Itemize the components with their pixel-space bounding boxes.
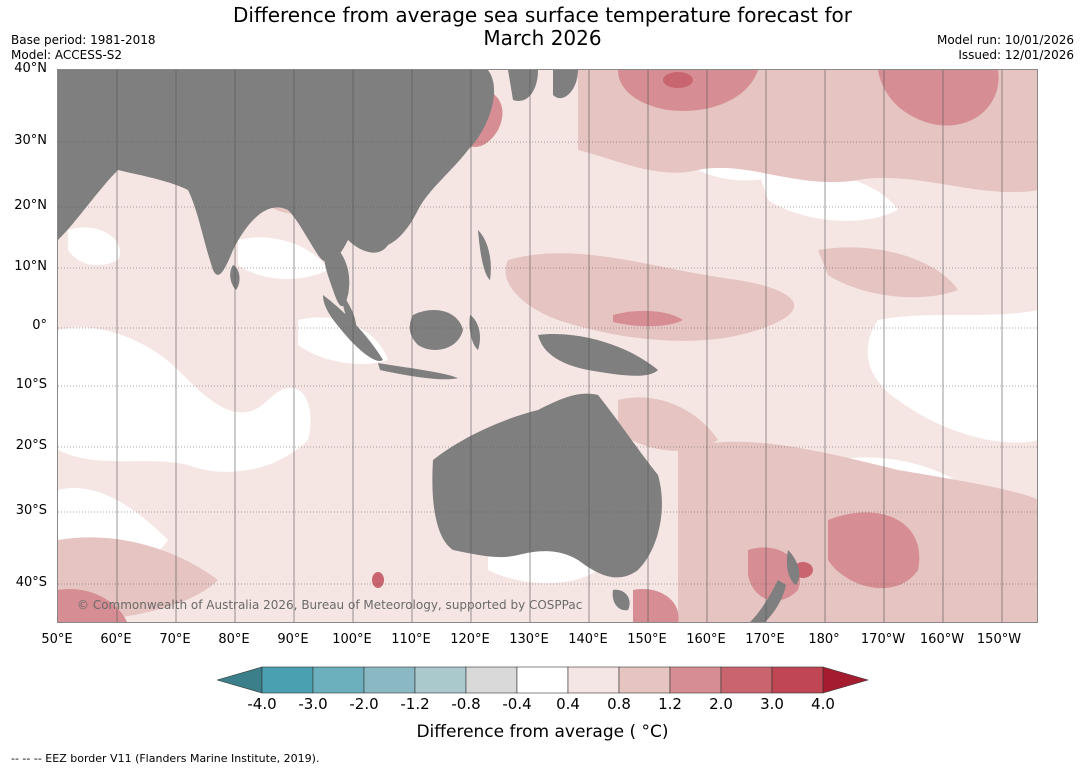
colorbar-extend-high bbox=[822, 666, 869, 694]
colorbar-tick-label: -2.0 bbox=[349, 695, 379, 713]
metadata-right: Model run: 10/01/2026 Issued: 12/01/2026 bbox=[937, 33, 1074, 63]
colorbar-segment bbox=[363, 666, 416, 694]
base-period: Base period: 1981-2018 bbox=[11, 33, 156, 47]
sulawesi bbox=[469, 315, 481, 350]
indochina-peninsula bbox=[324, 240, 350, 307]
colorbar-segment bbox=[261, 666, 314, 694]
colorbar-tick-label: -0.8 bbox=[451, 695, 481, 713]
lon-label-150w: 150°W bbox=[976, 632, 1022, 647]
model-run: Model run: 10/01/2026 bbox=[936, 33, 1074, 47]
colorbar-tick-label: 0.8 bbox=[607, 695, 631, 713]
lat-label-20n: 20°N bbox=[14, 198, 47, 213]
lat-label-40n: 40°N bbox=[14, 61, 47, 76]
gridlines bbox=[58, 70, 1037, 622]
lon-label-170w: 170°W bbox=[860, 632, 906, 647]
lon-label-90e: 90°E bbox=[277, 632, 309, 647]
colorbar-tick-label: 4.0 bbox=[811, 695, 835, 713]
colorbar-segment bbox=[465, 666, 518, 694]
warm-spot-south-indian bbox=[372, 572, 384, 588]
issued-date: Issued: 12/01/2026 bbox=[958, 48, 1074, 62]
neutral-region-west-indian bbox=[58, 327, 311, 472]
colorbar-segment bbox=[516, 666, 569, 694]
colorbar-segment bbox=[720, 666, 773, 694]
chart-title: Difference from average sea surface temp… bbox=[0, 4, 1085, 50]
colorbar-segment bbox=[414, 666, 467, 694]
lat-label-20s: 20°S bbox=[15, 438, 47, 453]
lon-label-160w: 160°W bbox=[919, 632, 965, 647]
colorbar-tick-label: -0.4 bbox=[502, 695, 532, 713]
warm-region-central-pacific bbox=[818, 247, 958, 298]
new-zealand-south bbox=[750, 580, 786, 622]
neutral-region-northeast-pacific bbox=[758, 169, 898, 221]
colorbar-tick-label: -4.0 bbox=[247, 695, 277, 713]
neutral-region-arabian bbox=[68, 227, 120, 266]
sst-anomaly-map bbox=[57, 69, 1038, 623]
lon-label-100e: 100°E bbox=[332, 632, 372, 647]
colorbar-segment bbox=[618, 666, 671, 694]
warm-region-south-of-australia bbox=[633, 589, 679, 622]
lon-label-140e: 140°E bbox=[568, 632, 608, 647]
colorbar-tick-label: -1.2 bbox=[400, 695, 430, 713]
colorbar-tick-label: 2.0 bbox=[709, 695, 733, 713]
title-line-2: March 2026 bbox=[483, 26, 602, 50]
colorbar-tick-label: -3.0 bbox=[298, 695, 328, 713]
neutral-region-east-pacific bbox=[867, 310, 1037, 443]
lon-label-110e: 110°E bbox=[391, 632, 431, 647]
model-name: Model: ACCESS-S2 bbox=[11, 48, 123, 62]
lat-label-10n: 10°N bbox=[14, 259, 47, 274]
copyright-notice: © Commonwealth of Australia 2026, Bureau… bbox=[77, 598, 583, 612]
colorbar-segment bbox=[312, 666, 365, 694]
lon-label-80e: 80°E bbox=[218, 632, 250, 647]
lon-label-70e: 70°E bbox=[159, 632, 191, 647]
warm-region-south-central-pacific bbox=[828, 512, 920, 589]
neutral-region-central-indian bbox=[238, 237, 328, 280]
philippines bbox=[478, 230, 491, 280]
eez-border-note: -- -- -- EEZ border V11 (Flanders Marine… bbox=[11, 752, 320, 765]
colorbar-tick-label: 3.0 bbox=[760, 695, 784, 713]
lon-label-160e: 160°E bbox=[686, 632, 726, 647]
lon-label-130e: 130°E bbox=[509, 632, 549, 647]
lon-label-170e: 170°E bbox=[745, 632, 785, 647]
warm-region-equatorial-pacific bbox=[505, 253, 795, 341]
new-guinea bbox=[538, 334, 658, 376]
colorbar-extend-low bbox=[217, 666, 263, 694]
lat-label-0: 0° bbox=[32, 318, 47, 333]
warm-region-southwest-indian bbox=[58, 589, 127, 622]
warm-spot-nw-pacific bbox=[663, 72, 693, 88]
lon-label-60e: 60°E bbox=[100, 632, 132, 647]
colorbar-segment bbox=[669, 666, 722, 694]
lat-label-40s: 40°S bbox=[15, 575, 47, 590]
warm-region-ne-pacific bbox=[878, 70, 999, 126]
metadata-left: Base period: 1981-2018 Model: ACCESS-S2 bbox=[11, 33, 156, 63]
colorbar bbox=[217, 666, 869, 694]
java bbox=[378, 363, 458, 380]
borneo bbox=[409, 310, 463, 350]
warm-region-nw-pacific bbox=[618, 70, 758, 111]
lon-label-180: 180° bbox=[808, 632, 840, 647]
colorbar-tick-label: 0.4 bbox=[556, 695, 580, 713]
australia bbox=[432, 393, 662, 578]
lon-label-150e: 150°E bbox=[627, 632, 667, 647]
map-canvas bbox=[58, 70, 1037, 622]
warm-region-coral-sea bbox=[618, 397, 718, 451]
lat-label-10s: 10°S bbox=[15, 377, 47, 392]
korea-japan bbox=[508, 70, 578, 101]
colorbar-segment bbox=[771, 666, 824, 694]
warm-anomaly-regions-mid bbox=[58, 70, 999, 622]
colorbar-title: Difference from average ( °C) bbox=[416, 722, 669, 742]
asia-landmass bbox=[58, 70, 495, 275]
title-line-1: Difference from average sea surface temp… bbox=[232, 3, 852, 27]
lon-label-120e: 120°E bbox=[450, 632, 490, 647]
colorbar-segment bbox=[567, 666, 620, 694]
tasmania bbox=[612, 589, 630, 611]
colorbar-tick-label: 1.2 bbox=[658, 695, 682, 713]
land-masses bbox=[58, 70, 800, 622]
lon-label-50e: 50°E bbox=[41, 632, 73, 647]
new-zealand-north bbox=[786, 550, 800, 585]
lat-label-30n: 30°N bbox=[14, 133, 47, 148]
lat-label-30s: 30°S bbox=[15, 503, 47, 518]
